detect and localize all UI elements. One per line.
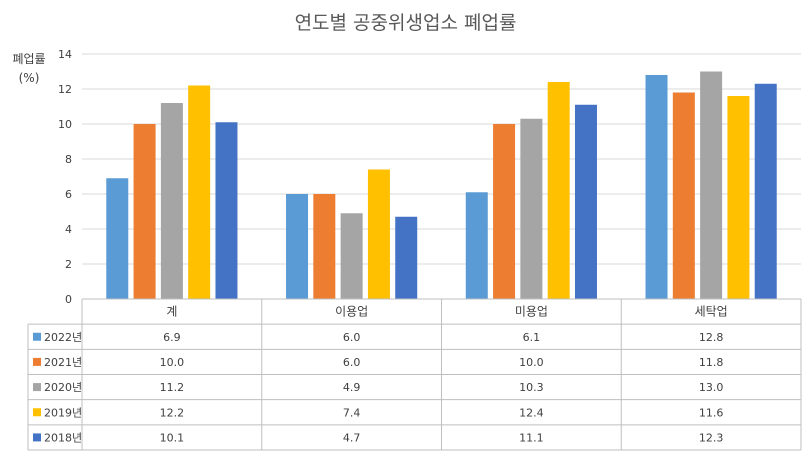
y-tick-label: 10: [58, 118, 72, 131]
legend-swatch: [33, 357, 41, 366]
bar: [188, 85, 211, 299]
chart-title: 연도별 공중위생업소 폐업률: [294, 12, 517, 34]
bar: [286, 194, 309, 299]
bar: [754, 83, 777, 299]
y-tick-label: 14: [58, 48, 72, 61]
legend-label: 2022년: [44, 331, 82, 344]
data-label: 12.3: [699, 431, 724, 444]
y-tick-label: 4: [65, 223, 72, 236]
bar: [645, 75, 668, 299]
bar: [520, 118, 543, 299]
legend-swatch: [33, 383, 41, 392]
data-label: 4.9: [343, 381, 361, 394]
category-label: 계: [166, 305, 177, 319]
legend-label: 2019년: [44, 406, 82, 419]
data-label: 6.0: [343, 331, 361, 344]
bar: [465, 192, 488, 299]
data-label: 10.0: [519, 356, 544, 369]
data-label: 11.1: [519, 431, 544, 444]
data-label: 10.3: [519, 381, 544, 394]
bar: [313, 194, 336, 299]
bar: [547, 82, 570, 299]
bar: [160, 103, 183, 299]
data-label: 12.8: [699, 331, 724, 344]
data-label: 6.1: [523, 331, 541, 344]
y-tick-label: 12: [58, 83, 72, 96]
bar: [106, 178, 129, 299]
bar: [727, 96, 750, 299]
bar: [340, 213, 363, 299]
legend-label: 2020년: [44, 381, 82, 394]
y-tick-label: 6: [65, 188, 72, 201]
data-label: 4.7: [343, 431, 361, 444]
data-label: 11.6: [699, 406, 724, 419]
y-tick-label: 8: [65, 153, 72, 166]
category-label: 이용업: [335, 305, 368, 319]
y-axis-label: 폐업률: [12, 52, 46, 66]
legend-swatch: [33, 332, 41, 341]
data-label: 11.2: [160, 381, 185, 394]
bar: [133, 124, 156, 299]
y-tick-label: 0: [65, 293, 72, 306]
data-label: 11.8: [699, 356, 724, 369]
data-label: 12.4: [519, 406, 544, 419]
data-label: 6.0: [343, 356, 361, 369]
bar: [672, 92, 695, 299]
data-label: 10.0: [160, 356, 185, 369]
bar: [367, 169, 390, 299]
category-label: 세탁업: [695, 305, 728, 319]
y-tick-label: 2: [65, 258, 72, 271]
legend-label: 2021년: [44, 356, 82, 369]
data-label: 7.4: [343, 406, 361, 419]
legend-swatch: [33, 433, 41, 442]
bar: [395, 216, 418, 299]
data-label: 6.9: [163, 331, 181, 344]
legend-swatch: [33, 408, 41, 417]
data-label: 10.1: [160, 431, 185, 444]
legend-label: 2018년: [44, 431, 82, 444]
bar: [700, 71, 723, 299]
bar: [574, 104, 597, 299]
category-label: 미용업: [515, 305, 548, 319]
bar: [493, 124, 516, 299]
data-label: 13.0: [699, 381, 724, 394]
data-label: 12.2: [160, 406, 185, 419]
y-axis-unit: (%): [18, 71, 40, 85]
bar: [215, 122, 238, 299]
